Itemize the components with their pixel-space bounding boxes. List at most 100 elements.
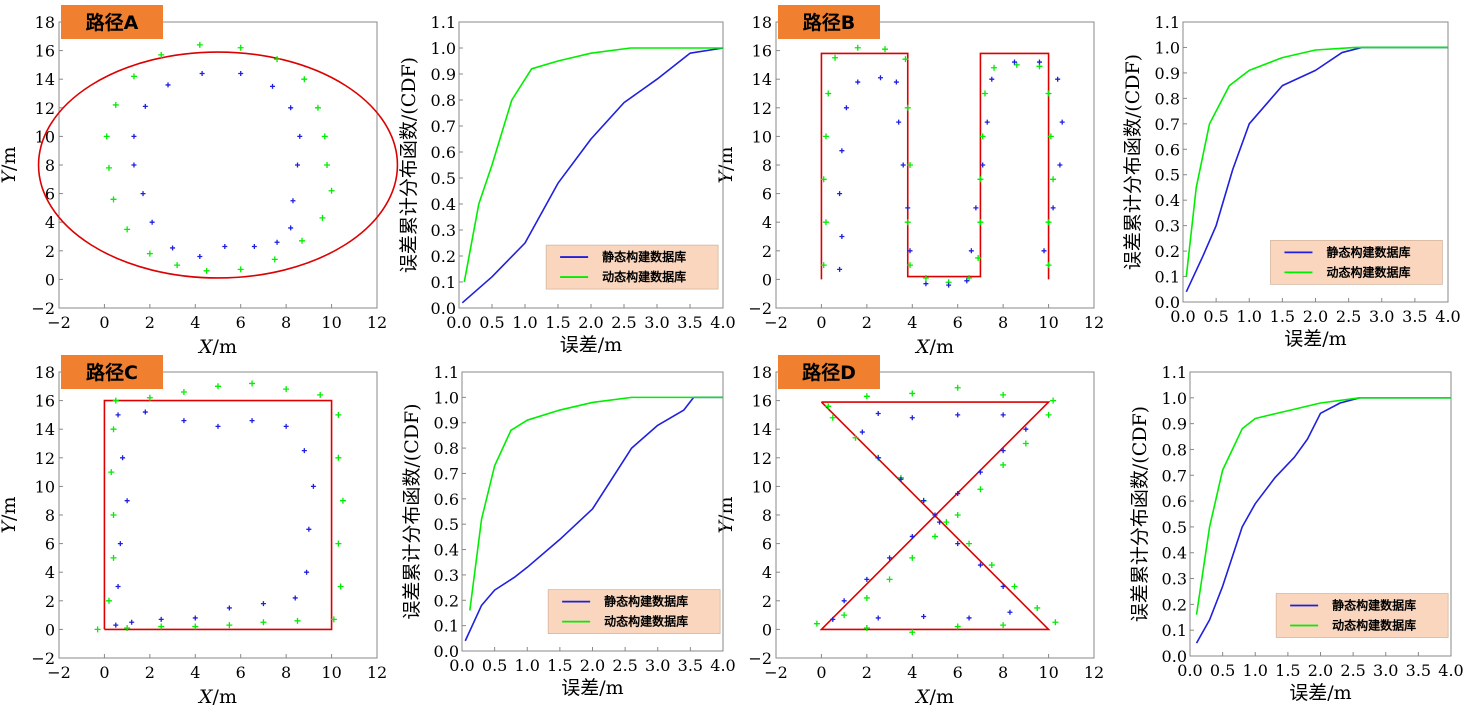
dynamic-point: [324, 162, 331, 168]
x-tick-label: 12: [1084, 313, 1104, 332]
chart-title: 路径D: [802, 361, 856, 384]
y-tick-label: 14: [35, 420, 55, 439]
dynamic-point: [954, 623, 961, 630]
x-axis-label: 误差/m: [560, 334, 622, 356]
static-point: [1059, 119, 1065, 125]
dynamic-point: [1000, 391, 1007, 398]
dynamic-point: [852, 434, 859, 441]
dynamic-point: [146, 250, 153, 257]
x-tick-label: 4: [907, 313, 917, 332]
x-axis-label: X/m: [914, 686, 954, 708]
x-tick-label: 12: [367, 663, 387, 682]
dynamic-point: [822, 219, 829, 226]
dynamic-point: [863, 393, 870, 400]
dynamic-point: [337, 583, 344, 590]
x-tick-label: 0: [99, 313, 109, 332]
dynamic-point: [981, 90, 988, 97]
x-tick-label: 2: [862, 313, 872, 332]
y-axis-label: Y/m: [715, 497, 737, 534]
y-tick-label: 2: [45, 242, 55, 261]
title-badge: [778, 355, 880, 389]
static-cdf-line: [461, 47, 724, 304]
x-tick-label: 0: [816, 663, 826, 682]
dynamic-cdf-line: [1185, 46, 1448, 277]
chart-D-cdf: 0.0 0.5 1.0 1.5 2.0 2.5 3.0 3.5 4.0 0.0 0.1 0.2 0.3 0…: [1129, 363, 1464, 704]
y-tick-label: 0: [45, 620, 55, 639]
static-point: [864, 576, 870, 582]
x-tick-label: 3.0: [645, 656, 670, 675]
y-tick-label: 1.1: [431, 13, 456, 32]
dynamic-point: [909, 629, 916, 636]
x-tick-label: 4.0: [710, 313, 735, 332]
dynamic-point: [932, 533, 938, 540]
dynamic-point: [192, 623, 199, 630]
x-tick-label: 3.0: [1369, 307, 1394, 326]
static-point: [1050, 205, 1056, 211]
dynamic-point: [103, 133, 110, 140]
x-tick-label: 0.0: [1177, 661, 1202, 680]
x-tick-label: 4: [907, 663, 917, 682]
dynamic-point: [979, 133, 986, 140]
title-badge: [61, 5, 163, 39]
y-tick-label: 2: [762, 242, 772, 261]
static-point: [980, 162, 986, 168]
y-tick-label: 4: [45, 213, 55, 232]
dynamic-point: [907, 262, 914, 269]
dynamic-point: [196, 41, 203, 48]
dynamic-point: [1047, 133, 1054, 140]
x-tick-label: 2.0: [578, 313, 603, 332]
dynamic-point: [339, 497, 346, 504]
x-tick-label: 12: [367, 313, 387, 332]
dynamic-point: [991, 64, 998, 71]
static-point: [1041, 248, 1047, 254]
static-point: [921, 614, 927, 620]
x-tick-label: 1.0: [515, 656, 540, 675]
static-point: [875, 455, 881, 461]
x-tick-label: 0.5: [479, 313, 504, 332]
static-point: [115, 412, 121, 418]
dynamic-point: [321, 133, 328, 140]
x-tick-label: 3.5: [1402, 307, 1427, 326]
dynamic-point: [954, 384, 961, 391]
y-tick-label: 0.8: [431, 91, 456, 110]
y-tick-label: 8: [762, 506, 772, 525]
dynamic-point: [319, 214, 326, 221]
y-tick-label: 12: [752, 449, 772, 468]
reference-path: [819, 401, 1051, 631]
x-axis-label: X/m: [197, 686, 237, 708]
x-tick-label: 3.5: [1406, 661, 1431, 680]
dynamic-point: [1045, 262, 1052, 269]
legend-label-static: 静态构建数据库: [602, 249, 686, 264]
static-point: [1036, 59, 1042, 65]
dynamic-point: [882, 46, 889, 53]
static-point: [909, 533, 915, 539]
static-point: [839, 148, 845, 154]
y-axis-label: 误差累计分布函数/(CDF): [1129, 406, 1151, 622]
static-point: [966, 615, 972, 621]
static-point: [142, 409, 148, 415]
dynamic-point: [975, 254, 982, 261]
y-tick-label: 0.9: [1162, 415, 1187, 434]
static-point: [905, 205, 911, 211]
y-tick-label: 6: [762, 185, 772, 204]
y-tick-label: −2: [31, 649, 55, 668]
dynamic-point: [112, 397, 119, 404]
y-axis-label: Y/m: [0, 497, 20, 534]
y-tick-label: 14: [752, 70, 772, 89]
static-point: [893, 79, 899, 85]
static-point: [215, 423, 221, 429]
dynamic-point: [335, 454, 342, 461]
static-cdf-line: [1195, 397, 1451, 644]
y-tick-label: 10: [752, 127, 772, 146]
static-point: [292, 595, 298, 601]
dynamic-point: [977, 219, 984, 226]
static-point: [131, 133, 137, 139]
dynamic-point: [112, 101, 119, 108]
y-tick-label: 0.6: [434, 490, 459, 509]
legend-label-dynamic: 动态构建数据库: [1332, 618, 1416, 633]
static-point: [964, 278, 970, 284]
dynamic-point: [1052, 619, 1059, 626]
static-point: [989, 76, 995, 82]
